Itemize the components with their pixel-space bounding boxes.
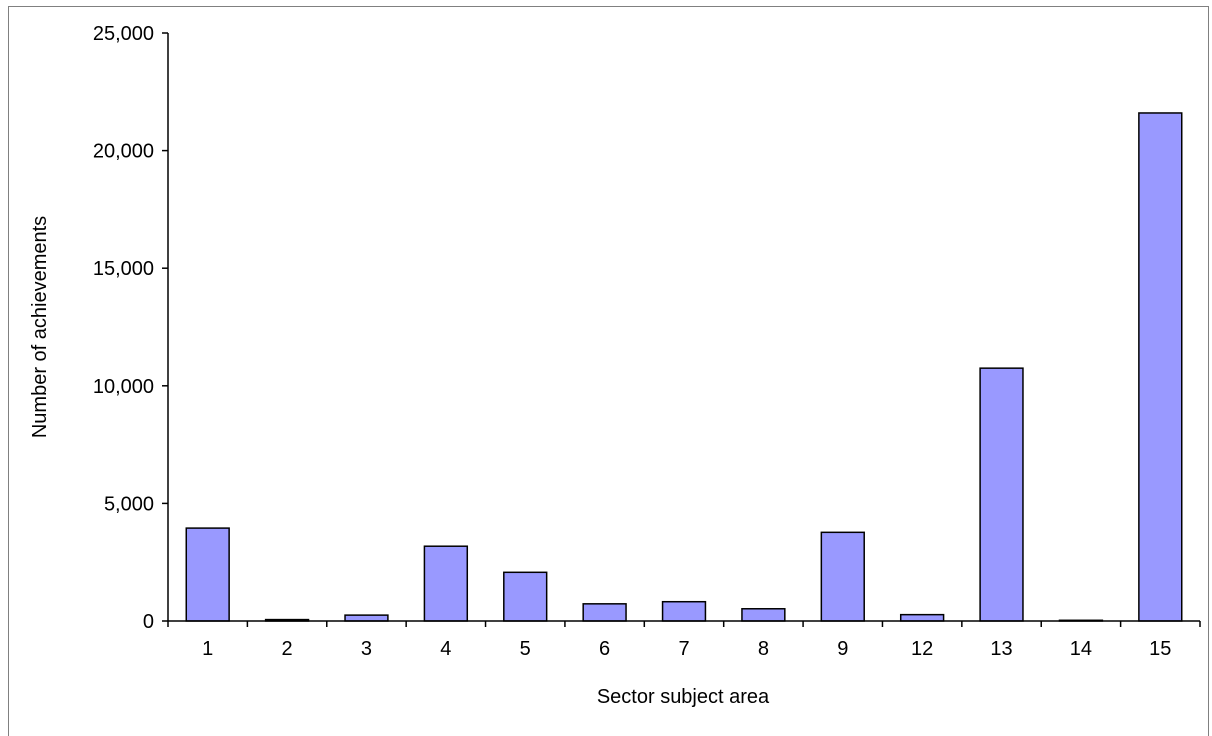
x-tick-label-2: 2 xyxy=(282,638,293,660)
y-tick-label: 15,000 xyxy=(93,258,154,280)
bar-9 xyxy=(820,531,865,622)
y-tick-label: 0 xyxy=(143,611,154,633)
y-axis-title: Number of achievements xyxy=(29,216,51,438)
x-tick-label-7: 7 xyxy=(678,638,689,660)
x-tick-label-15: 15 xyxy=(1149,638,1171,660)
bar-15 xyxy=(1138,112,1183,622)
x-tick-label-9: 9 xyxy=(837,638,848,660)
axes-group xyxy=(167,33,1200,622)
bar-5 xyxy=(503,571,548,622)
x-tick-label-8: 8 xyxy=(758,638,769,660)
x-tick-label-4: 4 xyxy=(440,638,451,660)
x-tick-label-6: 6 xyxy=(599,638,610,660)
y-tick-label: 25,000 xyxy=(93,23,154,45)
bar-7 xyxy=(661,600,707,622)
x-tick-label-12: 12 xyxy=(911,638,933,660)
x-tick-label-13: 13 xyxy=(990,638,1012,660)
y-tick-label: 5,000 xyxy=(104,493,154,515)
ticks-group: 1 2 3 4 5 6 7 8 9 12 13 14 1505,00010,00015,00020,00… xyxy=(93,23,1201,660)
x-tick-label-5: 5 xyxy=(520,638,531,660)
bar-12 xyxy=(899,613,945,622)
bar-6 xyxy=(582,603,627,622)
y-tick-label: 20,000 xyxy=(93,141,154,163)
bar-8 xyxy=(741,608,786,622)
bar-13 xyxy=(979,367,1024,622)
bar-4 xyxy=(423,545,469,622)
x-tick-label-1: 1 xyxy=(202,638,213,660)
bar-3 xyxy=(344,614,389,622)
y-tick-label: 10,000 xyxy=(93,376,154,398)
x-tick-label-14: 14 xyxy=(1070,638,1092,660)
chart-frame xyxy=(8,6,1209,736)
bar-1 xyxy=(185,527,230,622)
x-tick-label-3: 3 xyxy=(361,638,372,660)
bars-group xyxy=(185,112,1183,622)
x-axis-title: Sector subject area xyxy=(597,686,770,708)
